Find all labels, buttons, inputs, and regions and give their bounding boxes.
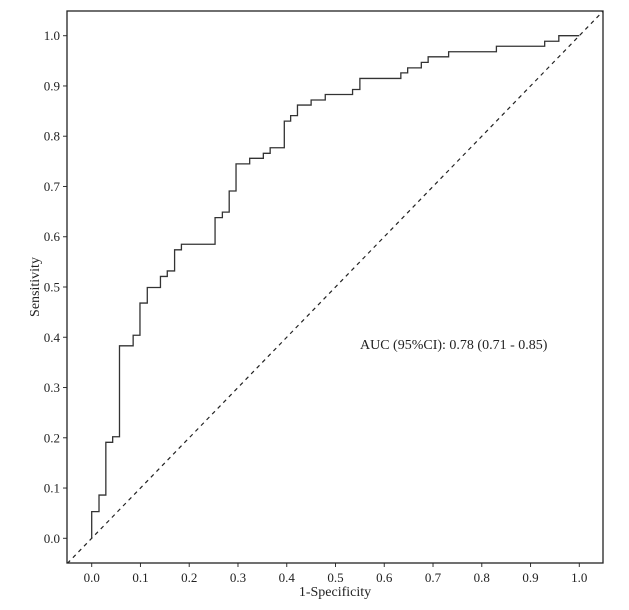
x-tick-label: 0.4 xyxy=(279,570,296,585)
x-tick-label: 0.8 xyxy=(474,570,490,585)
y-axis-title: Sensitivity xyxy=(28,257,43,317)
x-tick-label: 0.1 xyxy=(132,570,148,585)
y-tick-label: 0.2 xyxy=(44,430,60,445)
x-tick-label: 0.5 xyxy=(327,570,343,585)
roc-curve xyxy=(91,35,580,539)
y-tick-label: 0.0 xyxy=(44,531,60,546)
x-tick-label: 0.3 xyxy=(230,570,246,585)
y-tick-label: 0.6 xyxy=(44,229,61,244)
reference-diagonal-line xyxy=(67,11,603,563)
y-tick-label: 0.4 xyxy=(44,330,61,345)
x-tick-label: 1.0 xyxy=(571,570,587,585)
x-tick-label: 0.2 xyxy=(181,570,197,585)
y-tick-label: 0.7 xyxy=(44,179,61,194)
y-tick-label: 0.9 xyxy=(44,78,60,93)
x-tick-label: 0.7 xyxy=(425,570,442,585)
y-tick-label: 0.5 xyxy=(44,280,60,295)
x-tick-label: 0.9 xyxy=(522,570,538,585)
y-tick-label: 0.8 xyxy=(44,129,60,144)
y-tick-label: 1.0 xyxy=(44,28,60,43)
plot-frame xyxy=(66,10,604,564)
y-axis: 0.0 0.1 0.2 0.3 0.4 0.5 0.6 0.7 0.8 0.9 1.0 xyxy=(44,28,67,546)
x-tick-label: 0.0 xyxy=(84,570,100,585)
y-tick-label: 0.1 xyxy=(44,481,60,496)
x-axis: 0.0 0.1 0.2 0.3 0.4 0.5 0.6 0.7 0.8 0.9 1.0 xyxy=(84,563,587,585)
x-axis-title: 1-Specificity xyxy=(299,585,371,600)
y-tick-label: 0.3 xyxy=(44,380,60,395)
x-tick-label: 0.6 xyxy=(376,570,393,585)
auc-annotation: AUC (95%CI): 0.78 (0.71 - 0.85) xyxy=(360,338,548,353)
